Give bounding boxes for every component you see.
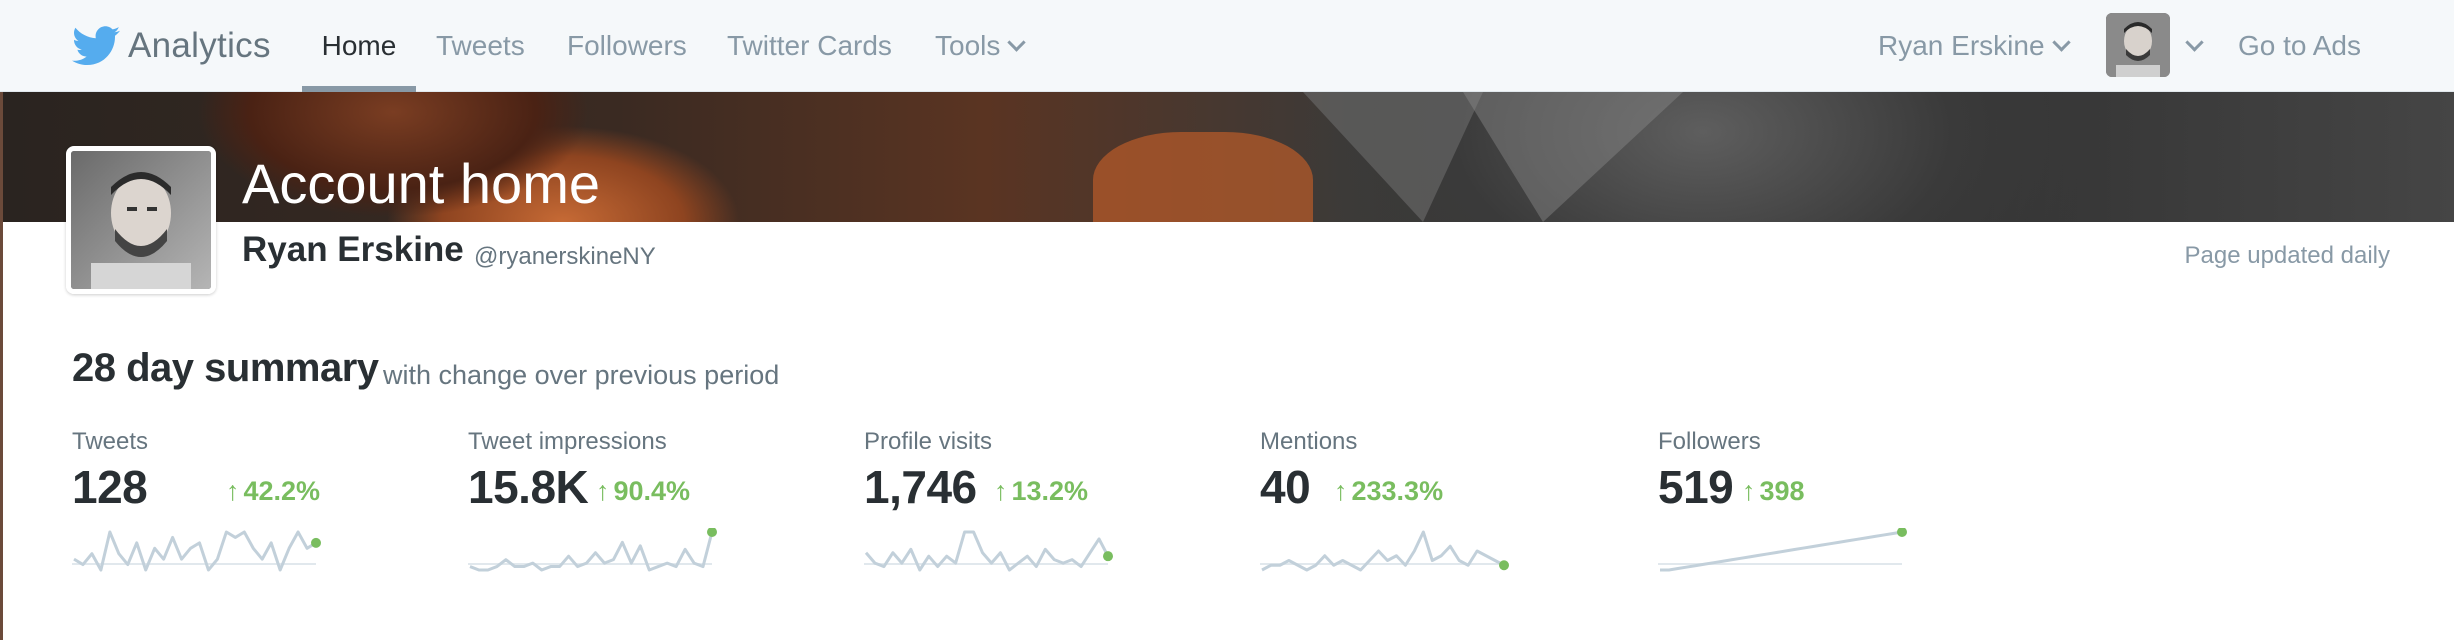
sparkline-end-dot [707, 528, 717, 537]
summary-title: 28 day summary [72, 346, 379, 390]
user-handle[interactable]: @ryanerskineNY [474, 243, 656, 270]
user-menu[interactable]: Ryan Erskine [1878, 0, 2071, 92]
metric-label: Tweets [72, 428, 149, 455]
metric-change: ↑ 42.2% [226, 476, 320, 507]
metric-change: ↑ 90.4% [596, 476, 690, 507]
banner-collar-right [1463, 92, 1683, 222]
user-menu-label: Ryan Erskine [1878, 30, 2045, 61]
metric-change: ↑ 233.3% [1334, 476, 1443, 507]
sparkline-end-dot [311, 537, 321, 548]
metric-label: Tweet impressions [468, 428, 667, 455]
sparkline [468, 528, 717, 572]
metric-change-value: 42.2% [243, 476, 321, 506]
top-nav: Analytics Home Tweets Followers Twitter … [0, 0, 2454, 92]
arrow-up-icon: ↑ [226, 476, 240, 506]
nav-home-label: Home [321, 30, 397, 61]
twitter-bird-icon [72, 26, 120, 65]
sparkline [1260, 530, 1509, 572]
update-note: Page updated daily [2184, 242, 2391, 269]
user-name: Ryan Erskine [242, 230, 464, 269]
nav-followers[interactable]: Followers [567, 0, 687, 92]
metric-tweets[interactable]: Tweets 128 ↑ 42.2% [72, 428, 402, 588]
arrow-up-icon: ↑ [994, 476, 1008, 506]
banner-collar-left [1303, 92, 1483, 222]
sparkline-end-dot [1897, 528, 1907, 537]
profile-banner [3, 92, 2454, 222]
sparkline-path [1261, 530, 1505, 572]
sparkline-path [864, 530, 1110, 572]
nav-twitter-cards[interactable]: Twitter Cards [727, 0, 892, 92]
sparkline-path [73, 530, 317, 572]
page-title: Account home [242, 152, 600, 215]
arrow-up-icon: ↑ [596, 476, 610, 506]
sparkline-end-dot [1499, 560, 1509, 571]
metric-followers[interactable]: Followers 519 ↑ 398 [1658, 428, 1988, 588]
sparkline-end-dot [1103, 551, 1113, 562]
nav-followers-label: Followers [567, 30, 687, 61]
metric-mentions[interactable]: Mentions 40 ↑ 233.3% [1260, 428, 1590, 588]
chevron-down-icon [2051, 32, 2071, 52]
go-to-ads-label: Go to Ads [2238, 30, 2361, 61]
metric-change-value: 13.2% [1011, 476, 1089, 506]
metric-value: 15.8K [468, 461, 589, 513]
metric-change: ↑ 398 [1742, 476, 1805, 507]
avatar-face-icon [2106, 13, 2170, 77]
left-edge [0, 0, 3, 640]
sparkline [72, 530, 321, 572]
go-to-ads-link[interactable]: Go to Ads [2238, 0, 2361, 92]
sparkline-path [469, 531, 714, 572]
metric-value: 519 [1658, 461, 1734, 513]
profile-photo[interactable] [66, 146, 216, 294]
avatar-menu-toggle[interactable] [2178, 0, 2204, 92]
nav-tweets[interactable]: Tweets [436, 0, 525, 92]
brand-label: Analytics [128, 26, 271, 65]
metric-label: Mentions [1260, 428, 1358, 455]
chevron-down-icon [1007, 32, 1027, 52]
profile-face-icon [71, 151, 211, 289]
metric-profile-visits[interactable]: Profile visits 1,746 ↑ 13.2% [864, 428, 1194, 588]
avatar[interactable] [2106, 13, 2170, 77]
chevron-down-icon [2185, 32, 2204, 52]
metric-label: Followers [1658, 428, 1761, 455]
nav-tools-label: Tools [935, 30, 1001, 61]
arrow-up-icon: ↑ [1334, 476, 1348, 506]
summary-subtitle: with change over previous period [383, 360, 780, 390]
metric-impressions[interactable]: Tweet impressions 15.8K ↑ 90.4% [468, 428, 798, 588]
nav-twitter-cards-label: Twitter Cards [727, 30, 892, 61]
sparkline [864, 530, 1113, 572]
brand[interactable]: Analytics [72, 20, 271, 72]
nav-home[interactable]: Home [302, 0, 416, 92]
arrow-up-icon: ↑ [1742, 476, 1756, 506]
metric-value: 1,746 [864, 461, 977, 513]
sparkline [1658, 528, 1907, 572]
metric-value: 128 [72, 461, 148, 513]
metric-value: 40 [1260, 461, 1311, 513]
metric-change-value: 233.3% [1351, 476, 1444, 506]
nav-tweets-label: Tweets [436, 30, 525, 61]
nav-tools[interactable]: Tools [935, 0, 1027, 92]
banner-tie [1093, 132, 1313, 222]
sparkline-path [1660, 530, 1903, 572]
metric-change: ↑ 13.2% [994, 476, 1088, 507]
metric-change-value: 90.4% [613, 476, 691, 506]
metric-label: Profile visits [864, 428, 993, 455]
metric-change-value: 398 [1759, 476, 1805, 506]
